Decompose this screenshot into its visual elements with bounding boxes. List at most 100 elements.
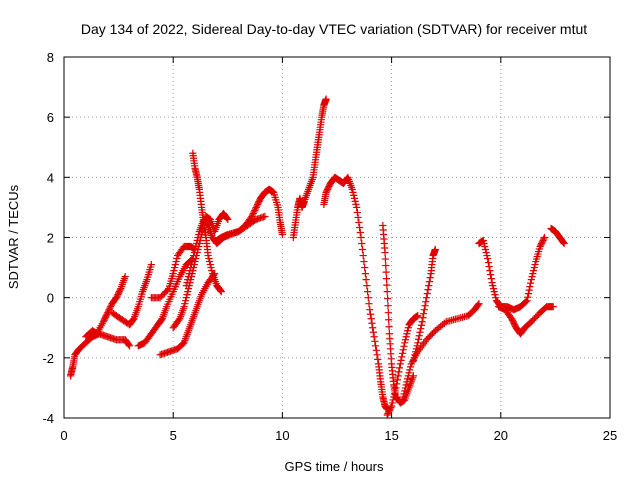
data-point: [417, 325, 425, 333]
data-point: [385, 316, 393, 324]
data-point: [396, 360, 404, 368]
data-point: [121, 273, 129, 281]
data-point: [361, 270, 369, 278]
data-point: [367, 315, 375, 323]
data-point: [147, 260, 155, 269]
data-point: [523, 297, 531, 305]
x-tick-label: 0: [60, 428, 67, 443]
data-point: [524, 293, 532, 301]
series-track-15: [398, 300, 483, 404]
data-point: [216, 287, 225, 295]
data-point: [354, 213, 362, 222]
data-point: [350, 191, 358, 199]
data-point: [390, 390, 399, 398]
series-track-14: [383, 312, 422, 419]
data-point: [370, 333, 378, 341]
data-point: [194, 233, 202, 242]
data-point: [187, 260, 195, 269]
data-point: [189, 251, 198, 260]
data-point: [400, 342, 408, 350]
data-point: [401, 387, 409, 395]
data-point: [184, 276, 192, 284]
data-point: [393, 380, 401, 388]
data-point: [171, 263, 179, 272]
data-point: [421, 302, 429, 310]
data-point: [364, 294, 372, 302]
series-track-12: [320, 173, 391, 413]
data-point: [527, 276, 535, 284]
data-point: [486, 266, 494, 275]
data-point: [181, 300, 189, 308]
data-point: [420, 306, 428, 314]
data-point: [365, 300, 373, 308]
data-point: [484, 258, 493, 267]
series-track-3: [108, 260, 155, 329]
data-point: [474, 301, 482, 309]
data-point: [353, 208, 361, 217]
data-point: [412, 345, 420, 353]
data-point: [171, 260, 179, 269]
data-point: [371, 342, 380, 350]
data-point: [396, 364, 404, 372]
x-tick-label: 25: [603, 428, 617, 443]
series-track-16: [409, 245, 439, 365]
x-tick-label: 15: [384, 428, 398, 443]
data-point: [349, 188, 357, 196]
series-track-10: [213, 185, 286, 245]
data-point: [531, 260, 539, 269]
data-point: [406, 363, 415, 371]
data-point: [356, 228, 364, 237]
data-point: [206, 257, 214, 266]
data-point: [527, 279, 535, 287]
data-point: [261, 212, 269, 221]
data-point: [424, 286, 432, 294]
y-tick-label: 0: [47, 291, 54, 306]
data-point: [278, 230, 286, 239]
data-point: [418, 318, 426, 326]
series-track-19: [547, 224, 568, 248]
data-point: [357, 233, 365, 242]
x-axis-label: GPS time / hours: [285, 459, 384, 474]
data-point: [180, 303, 188, 311]
data-point: [382, 275, 391, 283]
data-point: [402, 333, 410, 341]
data-point: [390, 393, 398, 401]
data-series: [66, 95, 568, 419]
data-point: [560, 239, 568, 248]
data-point: [353, 203, 361, 212]
data-point: [373, 351, 381, 359]
data-point: [184, 288, 192, 296]
data-point: [369, 324, 377, 332]
data-point: [529, 266, 538, 275]
data-point: [487, 271, 495, 279]
data-point: [401, 384, 410, 392]
data-point: [530, 263, 538, 272]
data-point: [372, 346, 380, 354]
y-tick-label: -4: [42, 411, 54, 426]
data-point: [414, 339, 422, 347]
data-point: [169, 270, 177, 278]
data-point: [409, 357, 418, 365]
data-point: [410, 354, 418, 362]
data-point: [412, 348, 420, 356]
data-point: [192, 239, 201, 248]
data-point: [398, 396, 407, 404]
data-point: [223, 214, 231, 223]
y-tick-label: 4: [47, 170, 54, 185]
data-point: [524, 290, 533, 298]
axis-ticks: [63, 56, 611, 419]
data-point: [206, 260, 214, 269]
data-point: [384, 302, 392, 310]
data-point: [383, 288, 391, 296]
data-point: [479, 236, 487, 245]
data-point: [362, 276, 370, 284]
data-point: [363, 288, 372, 296]
data-point: [348, 185, 356, 193]
data-point: [559, 238, 568, 247]
data-point: [415, 332, 423, 340]
data-point: [368, 319, 376, 327]
data-point: [366, 306, 374, 314]
data-point: [483, 251, 491, 260]
data-point: [401, 339, 409, 347]
